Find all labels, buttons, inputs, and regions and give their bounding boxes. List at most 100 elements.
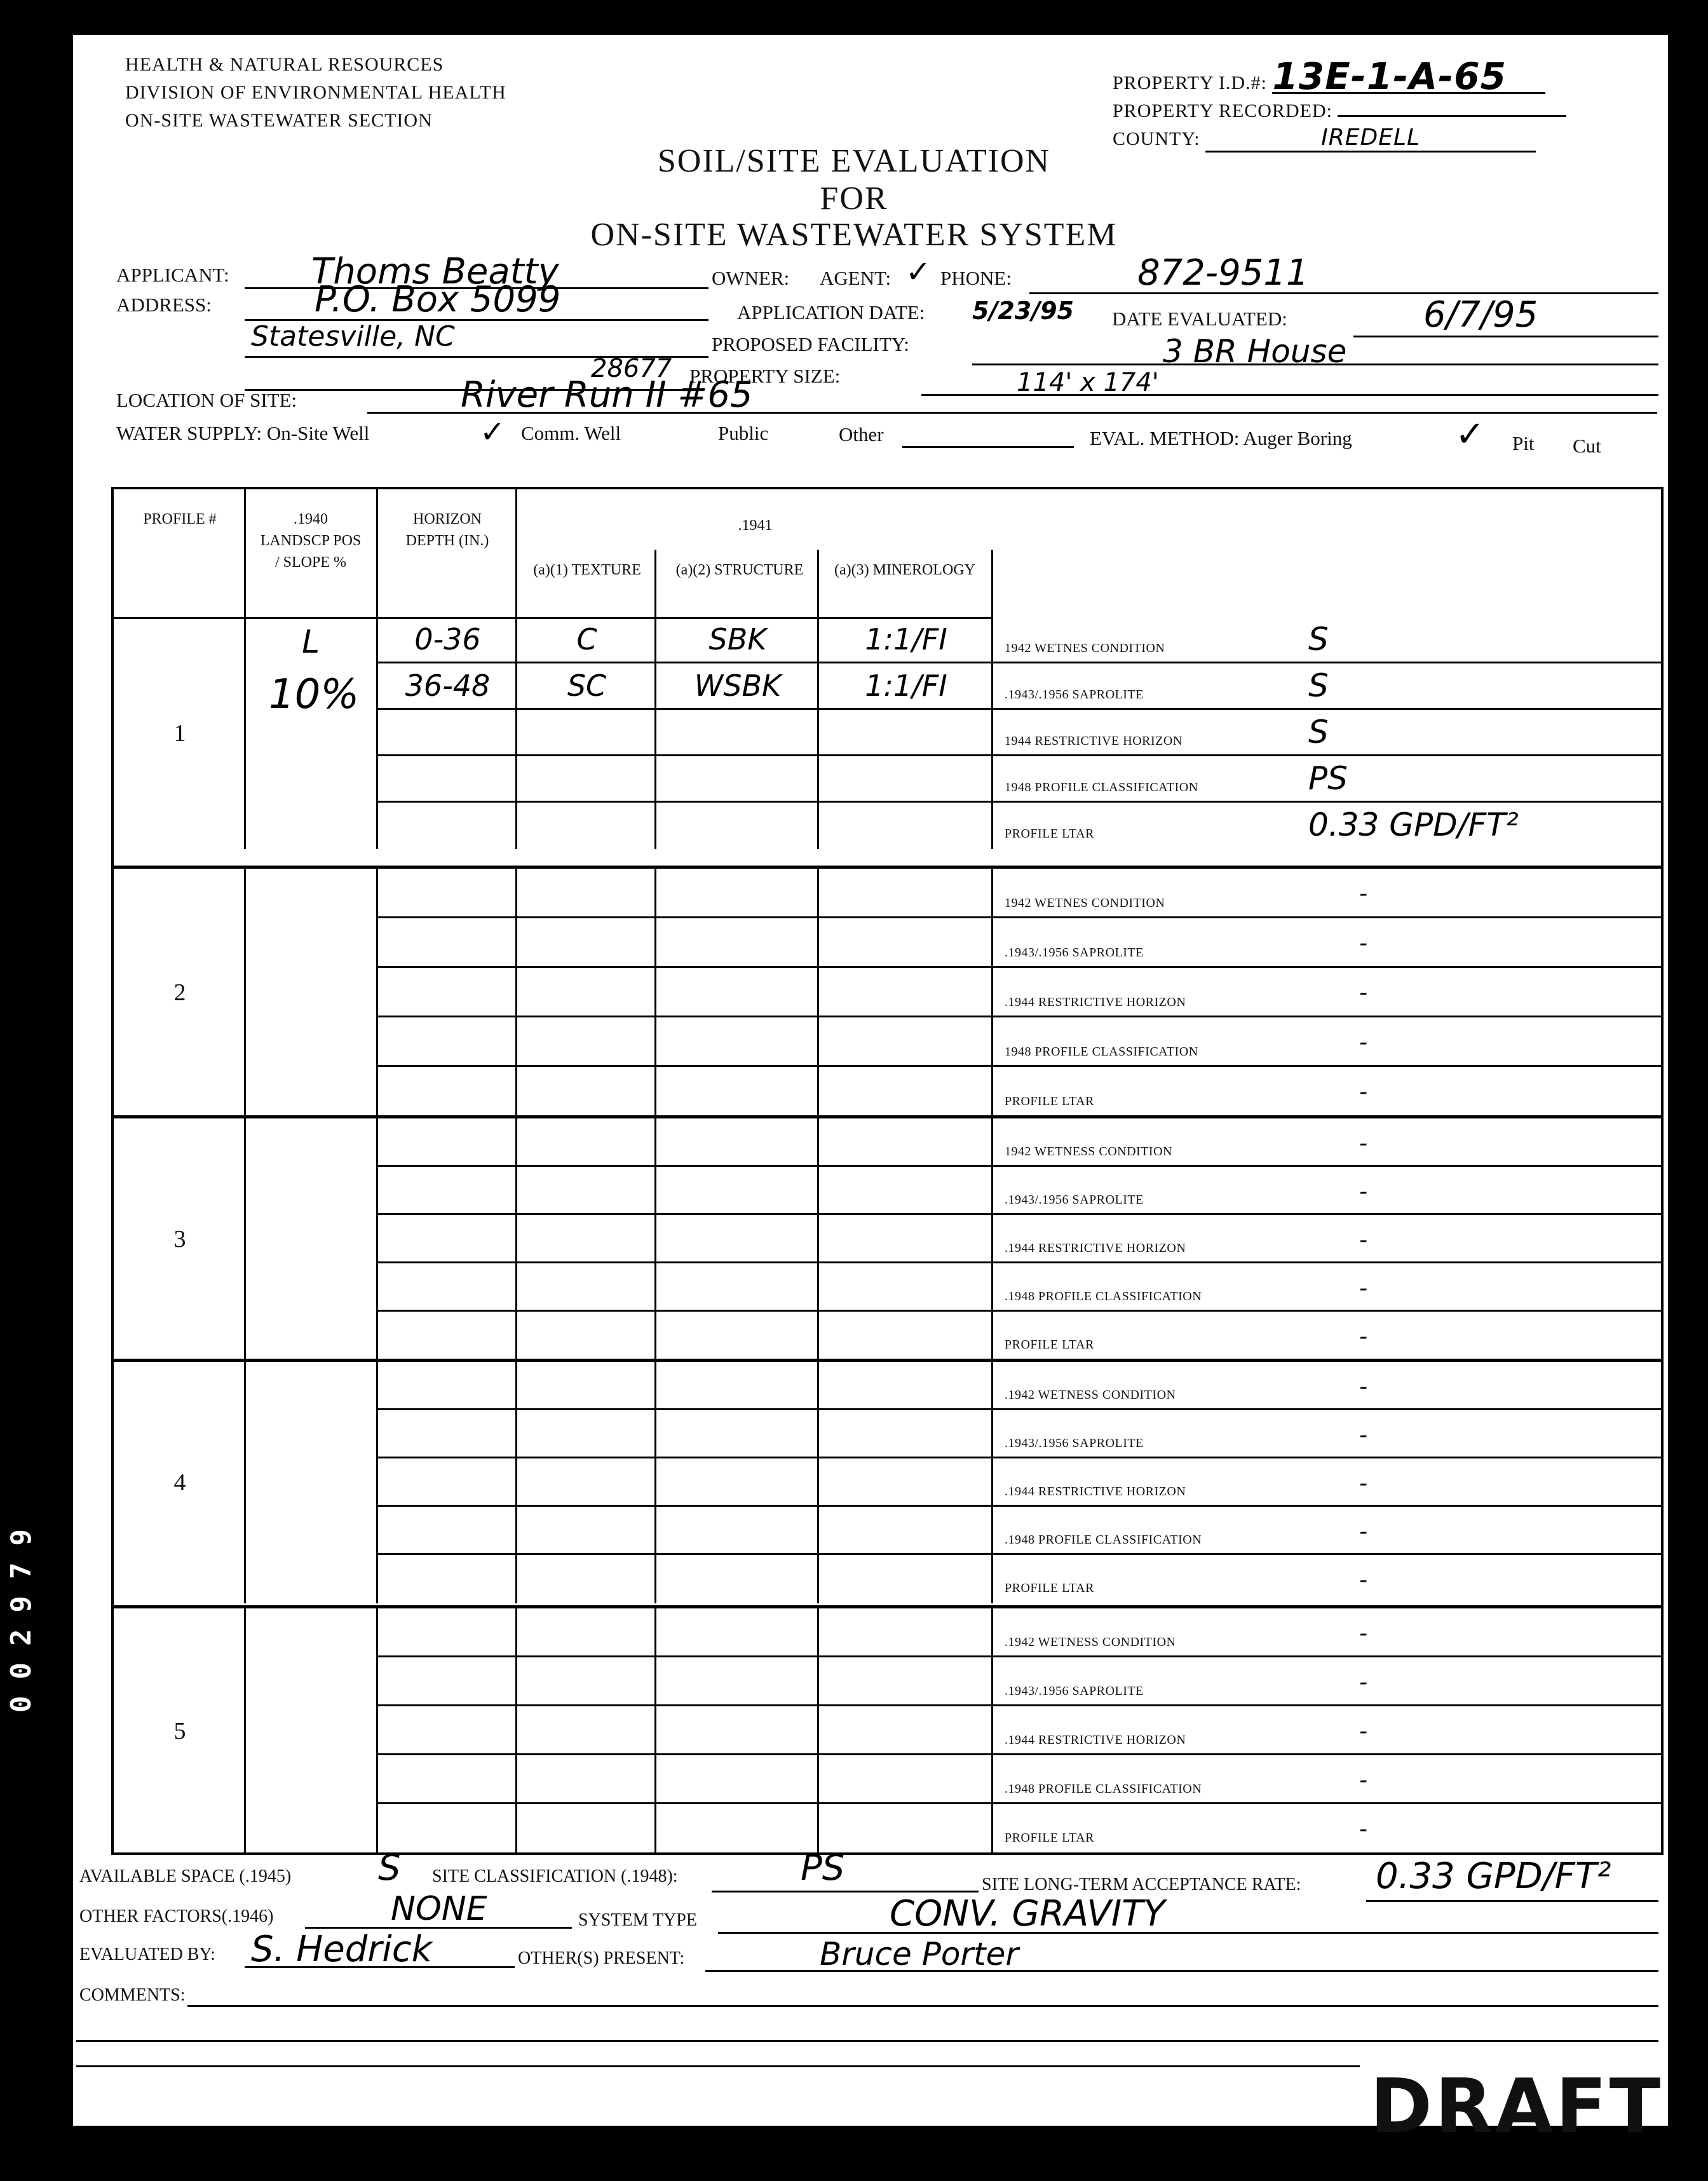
comments-label: COMMENTS:: [79, 1985, 186, 2005]
rating-value[interactable]: -: [1359, 1519, 1367, 1545]
rating-value[interactable]: -: [1359, 1131, 1367, 1157]
row-divider: [378, 1408, 1661, 1410]
date-evaluated-value[interactable]: 6/7/95: [1423, 294, 1538, 336]
location-value[interactable]: River Run II #65: [461, 374, 753, 416]
application-date-value[interactable]: 5/23/95: [972, 297, 1074, 325]
rating-value[interactable]: -: [1359, 980, 1367, 1006]
site-classification-label: SITE CLASSIFICATION (.1948):: [432, 1866, 678, 1886]
profile-block: PROFILE # .1940 LANDSCP POS / SLOPE % HORI…: [114, 489, 1661, 849]
row-divider: [378, 1802, 1661, 1804]
row-divider: [378, 801, 1661, 803]
property-size-label: PROPERTY SIZE:: [689, 365, 841, 387]
others-present-value[interactable]: Bruce Porter: [820, 1936, 1019, 1973]
scan-border-left: [0, 0, 73, 2181]
column-divider: [378, 1118, 517, 1360]
phone-value[interactable]: 872-9511: [1137, 252, 1309, 294]
rating-value[interactable]: -: [1359, 1422, 1367, 1448]
property-size-line: [921, 394, 1658, 396]
rating-value[interactable]: -: [1359, 1275, 1367, 1301]
rating-value[interactable]: -: [1359, 1374, 1367, 1400]
other-factors-value[interactable]: NONE: [391, 1890, 487, 1928]
pit-label: Pit: [1512, 432, 1535, 454]
rating-value[interactable]: -: [1359, 1029, 1367, 1056]
others-present-line: [705, 1970, 1658, 1972]
rating-value[interactable]: -: [1359, 1079, 1367, 1105]
rating-value[interactable]: -: [1359, 1179, 1367, 1205]
site-classification-value[interactable]: PS: [801, 1847, 845, 1889]
rating-value[interactable]: -: [1359, 1767, 1367, 1793]
column-divider: [517, 1118, 656, 1360]
proposed-facility-value[interactable]: 3 BR House: [1163, 333, 1347, 370]
rating-value[interactable]: -: [1359, 1620, 1367, 1647]
agent-checkmark[interactable]: ✓: [905, 254, 932, 290]
horizon-texture[interactable]: SC: [567, 669, 607, 703]
column-divider: [819, 869, 993, 1117]
rating-value[interactable]: S: [1308, 667, 1329, 704]
property-id-value[interactable]: 13E-1-A-65: [1272, 58, 1546, 95]
horizon-depth[interactable]: 0-36: [414, 622, 481, 656]
date-evaluated-label: DATE EVALUATED:: [1112, 308, 1287, 330]
on-site-well-checkmark[interactable]: ✓: [480, 414, 506, 450]
rating-value[interactable]: -: [1359, 881, 1367, 907]
rating-label: PROFILE LTAR: [1005, 1094, 1094, 1108]
city-line: [245, 356, 708, 358]
city-value[interactable]: Statesville, NC: [251, 320, 455, 353]
proposed-facility-label: PROPOSED FACILITY:: [712, 333, 909, 355]
rating-value[interactable]: -: [1359, 930, 1367, 956]
water-supply-label: WATER SUPPLY: On-Site Well: [116, 422, 370, 444]
landscape-position[interactable]: L: [302, 623, 320, 660]
rating-value[interactable]: PS: [1308, 760, 1348, 797]
rating-label: 1948 PROFILE CLASSIFICATION: [1005, 1045, 1198, 1059]
rating-value[interactable]: S: [1308, 714, 1329, 751]
column-divider: [114, 869, 246, 1117]
auger-boring-checkmark[interactable]: ✓: [1455, 414, 1485, 455]
address-value[interactable]: P.O. Box 5099: [315, 279, 561, 320]
horizon-structure[interactable]: WSBK: [694, 669, 782, 703]
rating-value[interactable]: -: [1359, 1567, 1367, 1593]
profile-block: .1942 WETNESS CONDITION - .1943/.1956 SAPR…: [114, 1605, 1661, 1853]
row-divider: [378, 1505, 1661, 1507]
slope-percent[interactable]: 10%: [268, 671, 360, 718]
evaluated-by-label: EVALUATED BY:: [79, 1945, 215, 1964]
rating-value[interactable]: -: [1359, 1471, 1367, 1497]
available-space-value[interactable]: S: [378, 1847, 401, 1889]
rating-value[interactable]: -: [1359, 1718, 1367, 1744]
property-id-label: PROPERTY I.D.#:: [1113, 72, 1267, 93]
rating-value[interactable]: -: [1359, 1227, 1367, 1253]
county-value[interactable]: IREDELL: [1205, 125, 1536, 153]
rating-label: PROFILE LTAR: [1005, 1581, 1094, 1595]
rating-value[interactable]: -: [1359, 1816, 1367, 1842]
soil-profile-table: PROFILE # .1940 LANDSCP POS / SLOPE % HORI…: [111, 487, 1664, 1855]
property-size-value[interactable]: 114' x 174': [1017, 368, 1159, 397]
row-divider: [378, 1457, 1661, 1458]
row-divider: [378, 1704, 1661, 1706]
horizon-depth[interactable]: 36-48: [405, 669, 491, 703]
rating-label: .1944 RESTRICTIVE HORIZON: [1005, 1485, 1186, 1498]
rating-value[interactable]: S: [1308, 621, 1329, 658]
rating-value[interactable]: -: [1359, 1669, 1367, 1695]
site-ltar-value[interactable]: 0.33 GPD/FT²: [1376, 1856, 1611, 1897]
comments-line-3[interactable]: [76, 2065, 1360, 2067]
row-divider: [378, 662, 1661, 663]
horizon-mineralogy[interactable]: 1:1/FI: [865, 622, 947, 656]
available-space-label: AVAILABLE SPACE (.1945): [79, 1866, 292, 1886]
rating-label: .1944 RESTRICTIVE HORIZON: [1005, 995, 1186, 1009]
property-recorded-value[interactable]: [1338, 115, 1567, 117]
rating-value[interactable]: 0.33 GPD/FT²: [1308, 806, 1519, 843]
horizon-texture[interactable]: C: [576, 622, 597, 656]
applicant-value[interactable]: Thoms Beatty: [311, 251, 559, 292]
horizon-structure[interactable]: SBK: [708, 622, 767, 656]
evaluated-by-value[interactable]: S. Hedrick: [251, 1929, 433, 1970]
rating-label: .1948 PROFILE CLASSIFICATION: [1005, 1782, 1202, 1796]
column-divider: [656, 1362, 819, 1603]
rating-label: .1943/.1956 SAPROLITE: [1005, 1193, 1144, 1207]
comments-line-1[interactable]: [187, 2005, 1658, 2007]
comments-line-2[interactable]: [76, 2040, 1658, 2042]
rating-value[interactable]: -: [1359, 1324, 1367, 1350]
column-divider: [656, 1608, 819, 1853]
zip-value[interactable]: 28677: [591, 354, 672, 383]
facility-line: [972, 364, 1658, 365]
horizon-mineralogy[interactable]: 1:1/FI: [865, 669, 947, 703]
system-type-value[interactable]: CONV. GRAVITY: [890, 1893, 1165, 1934]
column-divider: [378, 869, 517, 1117]
